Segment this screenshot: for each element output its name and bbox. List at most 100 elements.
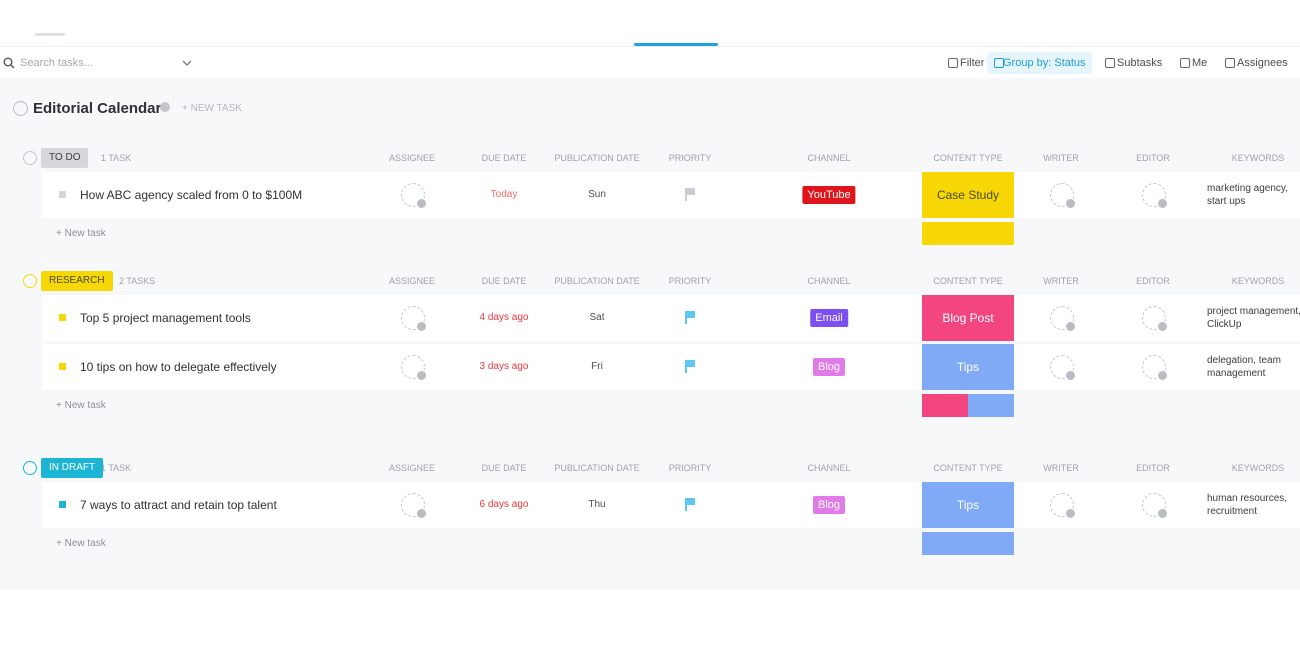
assignee-avatar[interactable] [401,493,427,519]
collapse-icon[interactable] [13,101,28,116]
content-type: Blog Post [922,295,1014,341]
writer-avatar[interactable] [1050,183,1076,209]
priority-flag [687,360,695,367]
column-header: KEYWORDS [1231,276,1285,286]
channel-tag: Blog [812,496,846,514]
status-badge: IN DRAFT [41,458,104,478]
content-type: Tips [922,344,1014,390]
assignee-avatar[interactable] [401,355,427,381]
column-header: DUE DATE [481,276,527,286]
task-row [42,295,1300,341]
due-date: 6 days ago [479,499,529,510]
keywords: delegation, team management [1207,355,1281,379]
channel-tag: YouTube [802,186,856,204]
publication-date: Fri [591,361,603,372]
content-summary [968,394,1014,417]
editor-avatar[interactable] [1142,355,1168,381]
status-badge: TO DO [41,148,89,168]
task-name[interactable]: 10 tips on how to delegate effectively [80,360,277,374]
channel-tag: Email [810,309,848,327]
group-collapse[interactable] [23,274,37,288]
search-input[interactable]: Search tasks... [20,57,93,69]
column-header: DUE DATE [481,153,527,163]
column-header: PUBLICATION DATE [554,463,640,473]
search-dropdown[interactable] [182,59,192,67]
toolbar-icon [1105,58,1115,68]
active-tab [634,43,718,46]
task-name[interactable]: 7 ways to attract and retain top talent [80,498,277,512]
column-header: CHANNEL [807,153,851,163]
column-header: ASSIGNEE [388,463,436,473]
toolbar-icon [994,58,1004,68]
keywords: marketing agency, start ups [1207,183,1288,207]
column-header: PRIORITY [668,463,712,473]
new-task-row[interactable]: + New task [56,228,106,239]
writer-avatar[interactable] [1050,493,1076,519]
task-row [42,482,1300,528]
status-square [59,363,66,370]
editor-avatar[interactable] [1142,183,1168,209]
content-summary [922,222,1014,245]
publication-date: Sat [589,312,605,323]
task-name[interactable]: How ABC agency scaled from 0 to $100M [80,188,303,202]
status-square [59,314,66,321]
priority-flag [687,311,695,318]
column-header: CHANNEL [807,463,851,473]
content-summary [922,394,968,417]
column-header: ASSIGNEE [388,153,436,163]
column-header: KEYWORDS [1231,153,1285,163]
group-collapse[interactable] [23,461,37,475]
content-summary [922,532,1014,555]
writer-avatar[interactable] [1050,355,1076,381]
status-square [59,501,66,508]
channel-tag: Blog [812,358,846,376]
task-count: 2 TASKS [119,276,156,286]
keywords: human resources, recruitment [1207,493,1288,517]
toolbar-button[interactable]: Subtasks [1117,57,1163,69]
priority-flag [685,498,687,511]
top-bar [0,0,1300,47]
column-header: PUBLICATION DATE [554,276,640,286]
task-count: 1 TASK [101,153,132,163]
toolbar-icon [1180,58,1190,68]
new-task-button[interactable]: + NEW TASK [182,103,242,114]
content-type: Case Study [922,172,1014,218]
column-header: KEYWORDS [1231,463,1285,473]
due-date: Today [490,189,518,200]
tab-indicator [35,33,65,36]
assignee-avatar[interactable] [401,183,427,209]
task-row [42,172,1300,218]
assignee-avatar[interactable] [401,306,427,332]
column-header: PUBLICATION DATE [554,153,640,163]
column-header: CONTENT TYPE [933,463,1003,473]
toolbar-button[interactable]: Group by: Status [987,52,1092,74]
due-date: 4 days ago [479,312,529,323]
content-type: Tips [922,482,1014,528]
new-task-row[interactable]: + New task [56,538,106,549]
status-badge: RESEARCH [41,271,113,291]
toolbar-button[interactable]: Filter [960,57,985,69]
toolbar-icon [1225,58,1235,68]
toolbar-button[interactable]: Me [1192,57,1208,69]
search-icon [3,57,15,69]
writer-avatar[interactable] [1050,306,1076,332]
column-header: DUE DATE [481,463,527,473]
keywords: project management, ClickUp [1207,306,1300,330]
due-date: 3 days ago [479,361,529,372]
priority-flag [685,360,687,373]
list-title: Editorial Calendar [33,100,162,117]
column-header: WRITER [1043,276,1079,286]
group-collapse[interactable] [23,151,37,165]
priority-flag [687,188,695,195]
new-task-row[interactable]: + New task [56,400,106,411]
column-header: WRITER [1043,463,1079,473]
column-header: CONTENT TYPE [933,153,1003,163]
info-icon [160,102,170,112]
toolbar-button[interactable]: Assignees [1237,57,1288,69]
column-header: PRIORITY [668,153,712,163]
task-name[interactable]: Top 5 project management tools [80,311,251,325]
editor-avatar[interactable] [1142,306,1168,332]
column-header: CHANNEL [807,276,851,286]
editor-avatar[interactable] [1142,493,1168,519]
